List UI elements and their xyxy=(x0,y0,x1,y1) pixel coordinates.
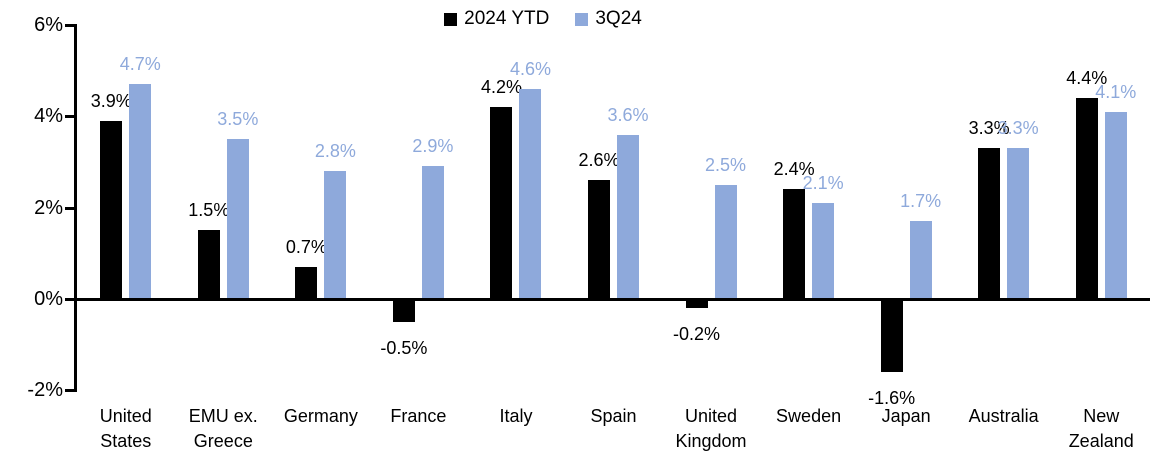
data-label: 4.1% xyxy=(1095,81,1137,102)
chart-legend: 2024 YTD 3Q24 xyxy=(0,8,1086,30)
data-label: 2.1% xyxy=(802,172,844,193)
legend-label-3q24: 3Q24 xyxy=(595,8,642,29)
category-label: Spain xyxy=(590,406,637,426)
category-label: United Kingdom xyxy=(675,406,747,451)
category-label: New Zealand xyxy=(1068,406,1134,451)
data-label: 4.2% xyxy=(480,77,522,98)
bar-2024-ytd xyxy=(880,298,903,372)
y-tick xyxy=(65,389,74,392)
y-tick xyxy=(65,24,74,27)
category-label: Australia xyxy=(968,406,1039,426)
y-tick xyxy=(65,297,74,301)
data-label: 4.7% xyxy=(119,54,161,75)
category-label: EMU ex. Greece xyxy=(188,406,258,451)
bar-2024-ytd xyxy=(978,148,1001,299)
y-tick xyxy=(65,206,74,210)
data-label: 2.9% xyxy=(412,136,454,157)
data-label: 3.9% xyxy=(90,90,132,111)
y-tick-label: 2% xyxy=(34,196,63,219)
data-label: 0.7% xyxy=(285,236,327,257)
legend-item-2024-ytd: 2024 YTD xyxy=(444,8,549,30)
data-label: 1.7% xyxy=(900,191,942,212)
y-tick-label: -2% xyxy=(27,379,63,401)
bar-2024-ytd xyxy=(295,266,318,299)
data-label: 2.6% xyxy=(578,150,620,171)
y-tick-label: 0% xyxy=(34,287,63,310)
bar-3q24 xyxy=(519,88,542,299)
bar-2024-ytd xyxy=(392,298,415,322)
data-label: 3.5% xyxy=(217,109,259,130)
bar-2024-ytd xyxy=(1075,98,1098,299)
data-label: 3.3% xyxy=(968,118,1010,139)
y-axis-line xyxy=(74,24,77,392)
legend-swatch-3q24-icon xyxy=(575,12,589,26)
bar-2024-ytd xyxy=(197,230,220,299)
zero-line xyxy=(74,297,1150,301)
data-label: 2.5% xyxy=(705,154,747,175)
category-label: Japan xyxy=(881,406,931,426)
y-tick-label: 6% xyxy=(34,14,63,36)
category-label: Italy xyxy=(499,406,533,426)
legend-item-3q24: 3Q24 xyxy=(575,8,642,30)
data-label: 4.6% xyxy=(509,58,551,79)
bar-3q24 xyxy=(226,139,249,299)
legend-label-2024-ytd: 2024 YTD xyxy=(464,8,550,29)
bar-3q24 xyxy=(909,221,932,299)
bar-2024-ytd xyxy=(490,107,513,299)
data-label: -1.6% xyxy=(868,387,916,408)
data-label: 1.5% xyxy=(188,200,230,221)
data-label: 2.4% xyxy=(773,159,815,180)
bar-3q24 xyxy=(324,171,347,299)
bar-2024-ytd xyxy=(685,298,708,308)
data-label: 3.6% xyxy=(607,104,649,125)
data-label: 4.4% xyxy=(1066,68,1108,88)
bar-3q24 xyxy=(1007,148,1030,299)
bar-2024-ytd xyxy=(588,180,610,299)
bar-3q24 xyxy=(1104,111,1127,299)
bar-2024-ytd xyxy=(100,120,123,299)
bar-3q24 xyxy=(617,134,639,299)
bar-3q24 xyxy=(714,184,737,299)
legend-swatch-2024-ytd-icon xyxy=(444,12,458,26)
bar-3q24 xyxy=(812,202,835,299)
category-label: Sweden xyxy=(776,406,842,426)
category-label: France xyxy=(390,406,447,426)
bar-3q24 xyxy=(421,166,444,299)
bar-3q24 xyxy=(129,84,152,299)
y-tick-label: 4% xyxy=(34,105,63,128)
category-label: United States xyxy=(99,406,152,451)
category-label: Germany xyxy=(283,406,358,426)
y-tick xyxy=(65,115,74,119)
data-label: -0.2% xyxy=(673,323,721,344)
data-label: 2.8% xyxy=(314,141,356,161)
data-label: -0.5% xyxy=(380,337,428,358)
data-label: 3.3% xyxy=(997,118,1039,139)
bar-2024-ytd xyxy=(783,189,806,299)
